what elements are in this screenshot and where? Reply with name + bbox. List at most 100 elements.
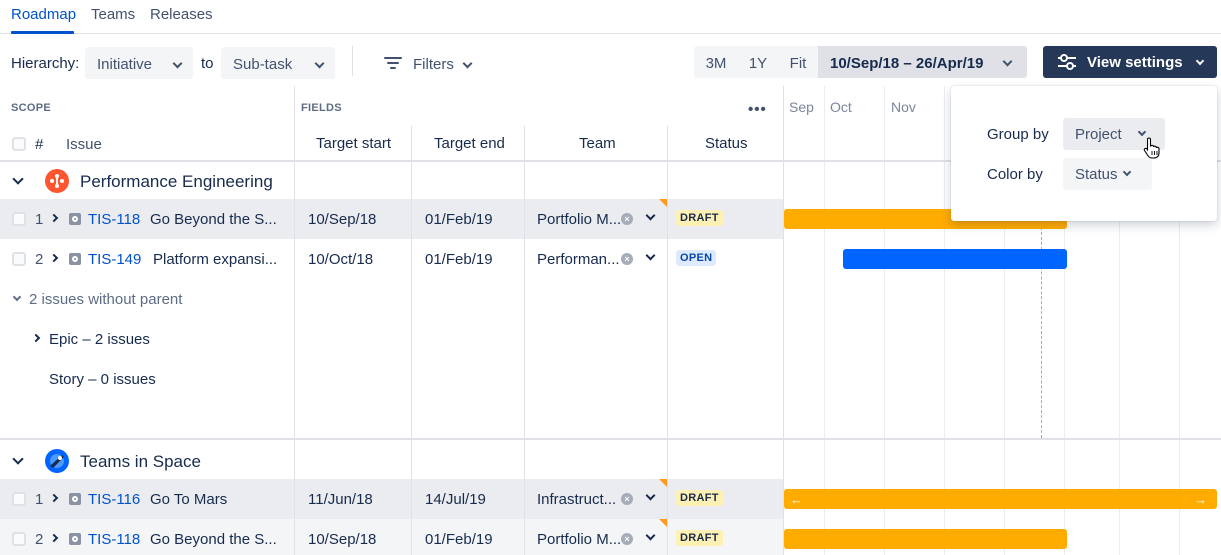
issue-key-link[interactable]: TIS-118 — [88, 211, 141, 228]
target-end-cell[interactable]: 01/Feb/19 — [425, 211, 493, 228]
filters-button[interactable]: Filters — [382, 47, 477, 79]
timeline-bar[interactable]: ← → — [784, 489, 1217, 509]
range-1y-button[interactable]: 1Y — [738, 46, 778, 78]
target-end-column-header[interactable]: Target end — [434, 135, 505, 152]
hand-cursor-icon — [1143, 137, 1160, 159]
chevron-down-icon — [314, 58, 325, 69]
scope-header: SCOPE — [11, 102, 52, 114]
clear-icon[interactable]: × — [621, 253, 633, 265]
performance-engineering-icon — [45, 169, 69, 193]
story-count-label: Story – 0 issues — [49, 371, 156, 388]
column-divider — [411, 126, 412, 555]
chevron-down-icon — [172, 58, 183, 69]
row-checkbox[interactable] — [12, 252, 26, 266]
chevron-down-icon — [1137, 127, 1147, 137]
column-divider — [294, 86, 295, 555]
team-cell[interactable]: Portfolio M... — [537, 531, 622, 548]
issues-without-parent-label[interactable]: 2 issues without parent — [29, 291, 183, 308]
timeline-bar[interactable] — [843, 249, 1067, 269]
group-title: Performance Engineering — [80, 172, 273, 191]
range-fit-button[interactable]: Fit — [778, 46, 818, 78]
more-icon[interactable]: ••• — [748, 101, 767, 118]
row-number: 1 — [35, 211, 44, 228]
target-start-column-header[interactable]: Target start — [316, 135, 392, 152]
group-by-label: Group by — [987, 126, 1049, 143]
tab-roadmap[interactable]: Roadmap — [11, 6, 77, 23]
clear-icon[interactable]: × — [621, 533, 633, 545]
color-by-label: Color by — [987, 166, 1043, 183]
issue-summary[interactable]: Go To Mars — [150, 491, 228, 508]
timeline-bar[interactable] — [784, 529, 1067, 549]
timeline-gridline — [1004, 220, 1005, 555]
status-lozenge: DRAFT — [676, 210, 723, 226]
target-start-cell[interactable]: 10/Oct/18 — [308, 251, 374, 268]
select-all-checkbox[interactable] — [12, 137, 26, 151]
month-oct: Oct — [830, 99, 852, 115]
row-checkbox[interactable] — [12, 532, 26, 546]
issue-column-header: Issue — [66, 136, 102, 153]
chevron-down-icon[interactable] — [645, 250, 656, 261]
row-number: 2 — [35, 251, 44, 268]
status-lozenge: DRAFT — [676, 490, 723, 506]
filter-icon — [384, 57, 402, 71]
target-start-cell[interactable]: 10/Sep/18 — [308, 211, 377, 228]
column-divider — [524, 126, 525, 555]
team-cell[interactable]: Performan... — [537, 251, 620, 268]
timeline-gridline — [944, 86, 945, 555]
to-label: to — [201, 55, 214, 72]
chevron-down-icon — [1002, 56, 1013, 67]
hierarchy-from-dropdown[interactable]: Initiative — [85, 47, 193, 79]
toolbar: Hierarchy: Initiative to Sub-task Filter… — [0, 46, 1221, 80]
number-column-header: # — [35, 136, 44, 153]
target-start-cell[interactable]: 10/Sep/18 — [308, 531, 377, 548]
date-range-dropdown[interactable]: 10/Sep/18 – 26/Apr/19 — [818, 46, 1027, 78]
issue-summary[interactable]: Go Beyond the S... — [150, 531, 277, 548]
issue-summary[interactable]: Platform expansi... — [153, 251, 278, 268]
issue-summary[interactable]: Go Beyond the S... — [150, 211, 277, 228]
hierarchy-to-dropdown[interactable]: Sub-task — [221, 47, 335, 79]
collapse-group-toggle[interactable] — [12, 173, 24, 185]
target-end-cell[interactable]: 14/Jul/19 — [425, 491, 486, 508]
toolbar-divider — [352, 46, 353, 76]
month-sep: Sep — [789, 99, 814, 115]
status-column-header[interactable]: Status — [705, 135, 748, 152]
collapse-toggle[interactable] — [12, 292, 22, 302]
collapse-group-toggle[interactable] — [12, 453, 24, 465]
team-cell[interactable]: Infrastruct... — [537, 491, 617, 508]
issue-key-link[interactable]: TIS-116 — [88, 491, 141, 508]
target-end-cell[interactable]: 01/Feb/19 — [425, 251, 493, 268]
epic-count-label[interactable]: Epic – 2 issues — [49, 331, 150, 348]
target-start-cell[interactable]: 11/Jun/18 — [308, 491, 373, 508]
color-by-dropdown[interactable]: Status — [1063, 158, 1152, 190]
group-by-dropdown[interactable]: Project — [1063, 118, 1165, 150]
header-divider — [0, 160, 1221, 162]
issue-key-link[interactable]: TIS-118 — [88, 531, 141, 548]
expand-row-toggle[interactable] — [49, 253, 59, 263]
timeline-gridline — [1064, 220, 1065, 555]
arrow-right-icon: → — [1194, 492, 1207, 507]
view-settings-button[interactable]: View settings — [1043, 46, 1217, 78]
column-divider — [667, 126, 668, 555]
table-row-highlight — [0, 479, 784, 519]
group-divider — [0, 438, 1221, 440]
tab-teams[interactable]: Teams — [91, 6, 136, 23]
row-checkbox[interactable] — [12, 212, 26, 226]
group-by-value: Project — [1075, 126, 1122, 143]
issue-type-icon — [69, 213, 81, 225]
expand-epic-toggle[interactable] — [31, 333, 41, 343]
hierarchy-from-value: Initiative — [97, 56, 153, 73]
modified-indicator — [659, 199, 667, 207]
tab-releases[interactable]: Releases — [150, 6, 213, 23]
target-end-cell[interactable]: 01/Feb/19 — [425, 531, 493, 548]
team-cell[interactable]: Portfolio M... — [537, 211, 622, 228]
sliders-icon — [1058, 54, 1076, 70]
range-3m-button[interactable]: 3M — [694, 46, 738, 78]
row-checkbox[interactable] — [12, 492, 26, 506]
issue-key-link[interactable]: TIS-149 — [88, 251, 142, 268]
hierarchy-label: Hierarchy: — [11, 55, 80, 72]
modified-indicator — [659, 479, 667, 487]
team-column-header[interactable]: Team — [579, 135, 616, 152]
clear-icon[interactable]: × — [621, 213, 633, 225]
clear-icon[interactable]: × — [621, 493, 633, 505]
month-nov: Nov — [891, 99, 916, 115]
